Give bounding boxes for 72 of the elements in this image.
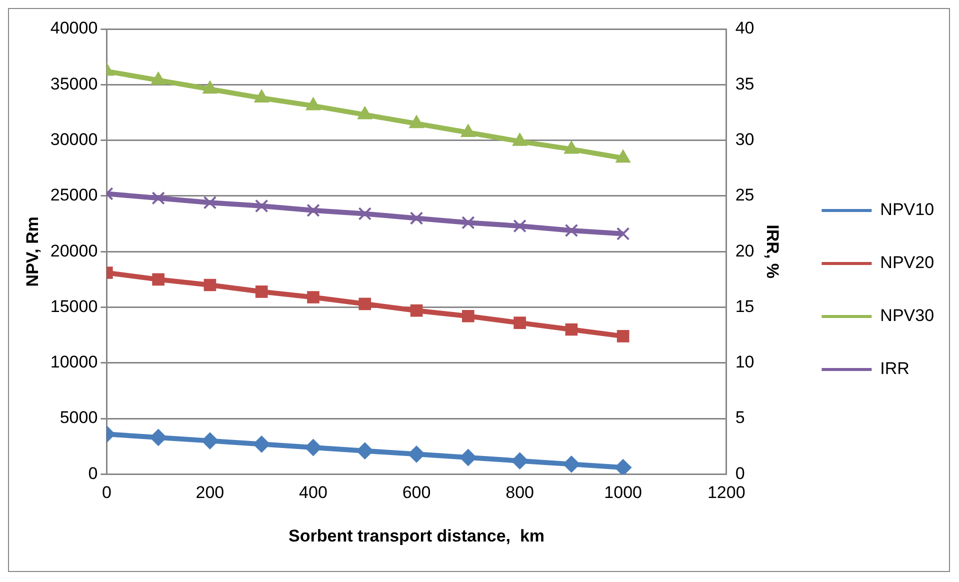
y2-tick-label: 20 xyxy=(735,241,754,260)
point xyxy=(512,132,528,146)
y-tick-label: 30000 xyxy=(50,130,98,149)
y-tick-label: 20000 xyxy=(50,241,98,260)
point xyxy=(564,140,579,154)
point xyxy=(255,286,268,298)
point xyxy=(462,216,475,230)
point xyxy=(358,298,372,310)
point xyxy=(306,204,320,218)
point xyxy=(254,90,270,103)
point xyxy=(513,219,526,233)
y2-axis-title: IRR, % xyxy=(762,224,782,279)
point xyxy=(462,310,474,322)
point xyxy=(408,446,426,463)
point xyxy=(565,323,578,336)
point xyxy=(511,452,528,470)
point xyxy=(614,459,632,474)
point xyxy=(204,278,216,292)
y-tick-label: 10000 xyxy=(50,352,98,372)
y2-tick-label: 5 xyxy=(735,408,745,428)
point xyxy=(514,316,526,329)
point xyxy=(150,72,166,85)
point xyxy=(201,432,218,450)
legend-label: NPV10 xyxy=(880,200,934,220)
point xyxy=(150,428,167,446)
point xyxy=(616,227,630,240)
x-axis-title: Sorbent transport distance, km xyxy=(288,526,545,546)
point xyxy=(306,97,321,110)
y2-tick-label: 40 xyxy=(735,18,754,38)
point xyxy=(562,456,580,473)
y-tick-label: 15000 xyxy=(50,296,98,316)
point xyxy=(409,115,424,128)
point xyxy=(358,207,372,220)
y-axis-title: NPV, Rm xyxy=(22,216,42,287)
legend-label: NPV30 xyxy=(880,306,934,326)
x-tick-label: 800 xyxy=(506,483,534,502)
point xyxy=(203,196,217,210)
y-tick-label: 35000 xyxy=(50,74,98,94)
y2-tick-label: 35 xyxy=(735,74,754,94)
y2-tick-label: 10 xyxy=(735,352,754,372)
y-tick-label: 25000 xyxy=(50,186,98,205)
point xyxy=(616,330,630,342)
x-tick-label: 400 xyxy=(299,483,328,502)
y-tick-label: 0 xyxy=(88,464,98,483)
point xyxy=(253,436,270,453)
point xyxy=(356,442,374,460)
point xyxy=(152,192,165,205)
point xyxy=(410,304,423,317)
y-tick-label: 5000 xyxy=(60,408,98,428)
y2-tick-label: 25 xyxy=(735,186,754,205)
point xyxy=(357,106,372,120)
y2-tick-label: 15 xyxy=(735,296,754,316)
y2-tick-label: 0 xyxy=(735,464,745,483)
x-tick-label: 0 xyxy=(102,483,112,502)
point xyxy=(564,224,578,238)
point xyxy=(304,438,322,456)
x-tick-label: 600 xyxy=(402,483,431,502)
point xyxy=(460,449,477,466)
y-tick-label: 40000 xyxy=(50,18,98,38)
point xyxy=(410,212,424,225)
point xyxy=(254,199,268,213)
y2-tick-label: 30 xyxy=(735,130,754,149)
point xyxy=(152,273,164,286)
legend-label: NPV20 xyxy=(880,253,934,272)
x-tick-label: 1000 xyxy=(604,483,642,502)
point xyxy=(616,150,631,163)
x-tick-label: 200 xyxy=(196,483,224,502)
point xyxy=(460,124,476,138)
point xyxy=(307,291,320,304)
legend-label: IRR xyxy=(880,359,910,378)
x-tick-label: 1200 xyxy=(707,483,746,502)
point xyxy=(202,80,218,94)
